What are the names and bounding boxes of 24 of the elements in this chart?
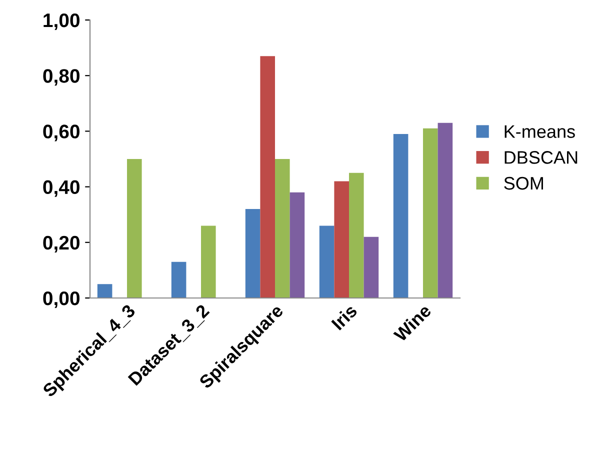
bar [260,56,275,298]
y-tick-label: 0,60 [43,124,80,142]
bar [364,236,379,298]
bar [319,226,334,298]
bar [127,159,142,298]
legend-label: DBSCAN [504,151,578,164]
y-tick-label: 0,20 [43,236,80,252]
y-tick-label: 0,80 [43,69,80,86]
bar [349,172,364,298]
bar [275,159,290,298]
bar [334,181,349,298]
bar [290,192,305,298]
bar [423,128,438,298]
y-tick-label: 0,40 [43,180,80,197]
bar [393,134,408,298]
bar [438,122,453,298]
legend-label: SOM [504,176,543,190]
bar [97,284,112,298]
bar [245,209,260,298]
x-tick-label: Iris [330,303,358,331]
bar [201,226,216,298]
bar [171,262,186,298]
y-tick-label: 1,00 [44,13,80,30]
legend-label: K-means [504,125,575,138]
